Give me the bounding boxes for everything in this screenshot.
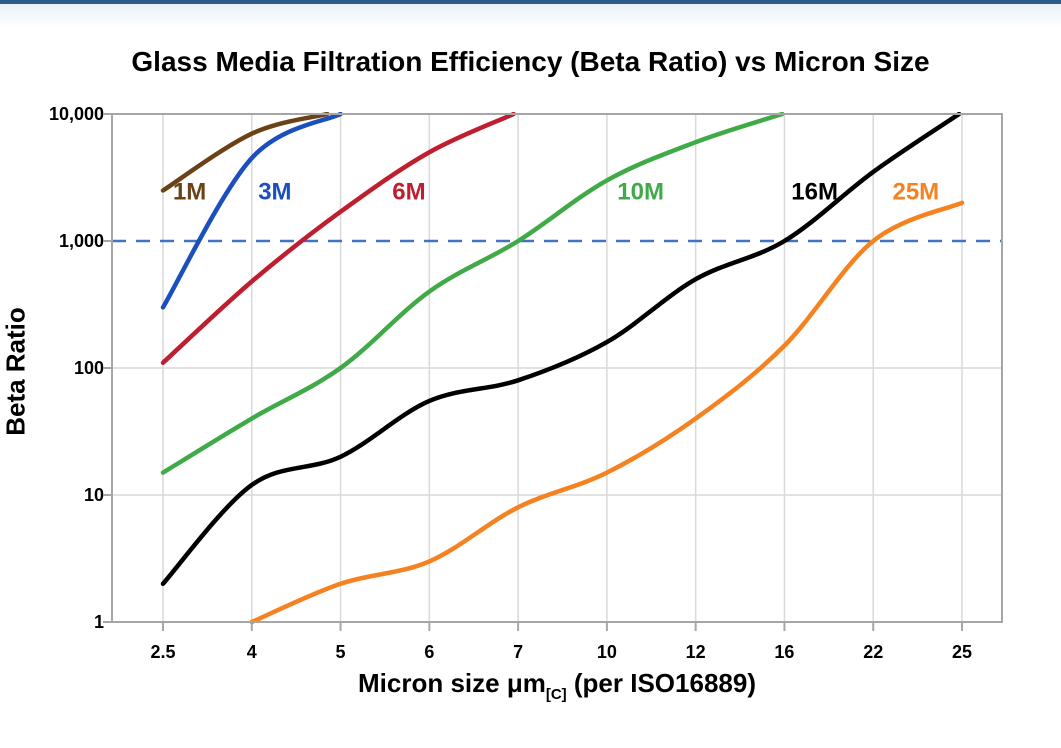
series-label-16m: 16M: [791, 178, 838, 205]
series-curves: [160, 112, 965, 624]
series-curve-3m: [160, 112, 343, 310]
y-tick-label: 10,000: [48, 104, 104, 124]
x-axis-title-subscript: [C]: [545, 686, 567, 703]
series-curve-16m: [160, 112, 962, 587]
plot-frame: [111, 113, 1003, 623]
series-label-25m: 25M: [892, 178, 939, 205]
series-label-3m: 3M: [258, 178, 291, 205]
series-label-10m: 10M: [617, 178, 664, 205]
x-tick-label: 25: [951, 642, 973, 662]
plot-root: 1M 3M 6M 10M 16M 25M: [103, 112, 1003, 631]
top-accent-fade: [0, 4, 1061, 28]
x-tick-label: 16: [774, 642, 795, 662]
x-axis-title: Micron size μm[C] (per ISO16889): [112, 668, 1002, 703]
series-curve-6m: [160, 112, 516, 365]
series-curve-25m: [249, 200, 965, 624]
x-axis-title-main: Micron size μm: [358, 668, 546, 698]
x-tick-label: 10: [596, 642, 617, 662]
x-tick-label: 7: [513, 642, 524, 662]
y-tick-label: 100: [73, 358, 104, 378]
series-label-6m: 6M: [392, 178, 425, 205]
y-tick-label: 10: [83, 485, 104, 505]
top-accent-bar: [0, 0, 1061, 4]
x-tick-label: 12: [685, 642, 706, 662]
series-curve-1m: [160, 112, 330, 193]
x-tick-label: 2.5: [150, 642, 176, 662]
chart-title: Glass Media Filtration Efficiency (Beta …: [131, 46, 930, 77]
y-tick-label: 1: [93, 612, 104, 632]
x-tick-label: 22: [863, 642, 884, 662]
series-curve-10m: [160, 112, 785, 475]
x-tick-label: 5: [335, 642, 346, 662]
tick-marks: [103, 113, 963, 631]
x-axis-title-suffix: (per ISO16889): [566, 668, 756, 698]
series-label-1m: 1M: [173, 178, 206, 205]
gridlines: [112, 114, 1002, 622]
x-tick-label: 4: [246, 642, 257, 662]
series-labels: 1M 3M 6M 10M 16M 25M: [173, 178, 939, 205]
y-tick-label: 1,000: [58, 231, 104, 251]
x-tick-label: 6: [424, 642, 435, 662]
